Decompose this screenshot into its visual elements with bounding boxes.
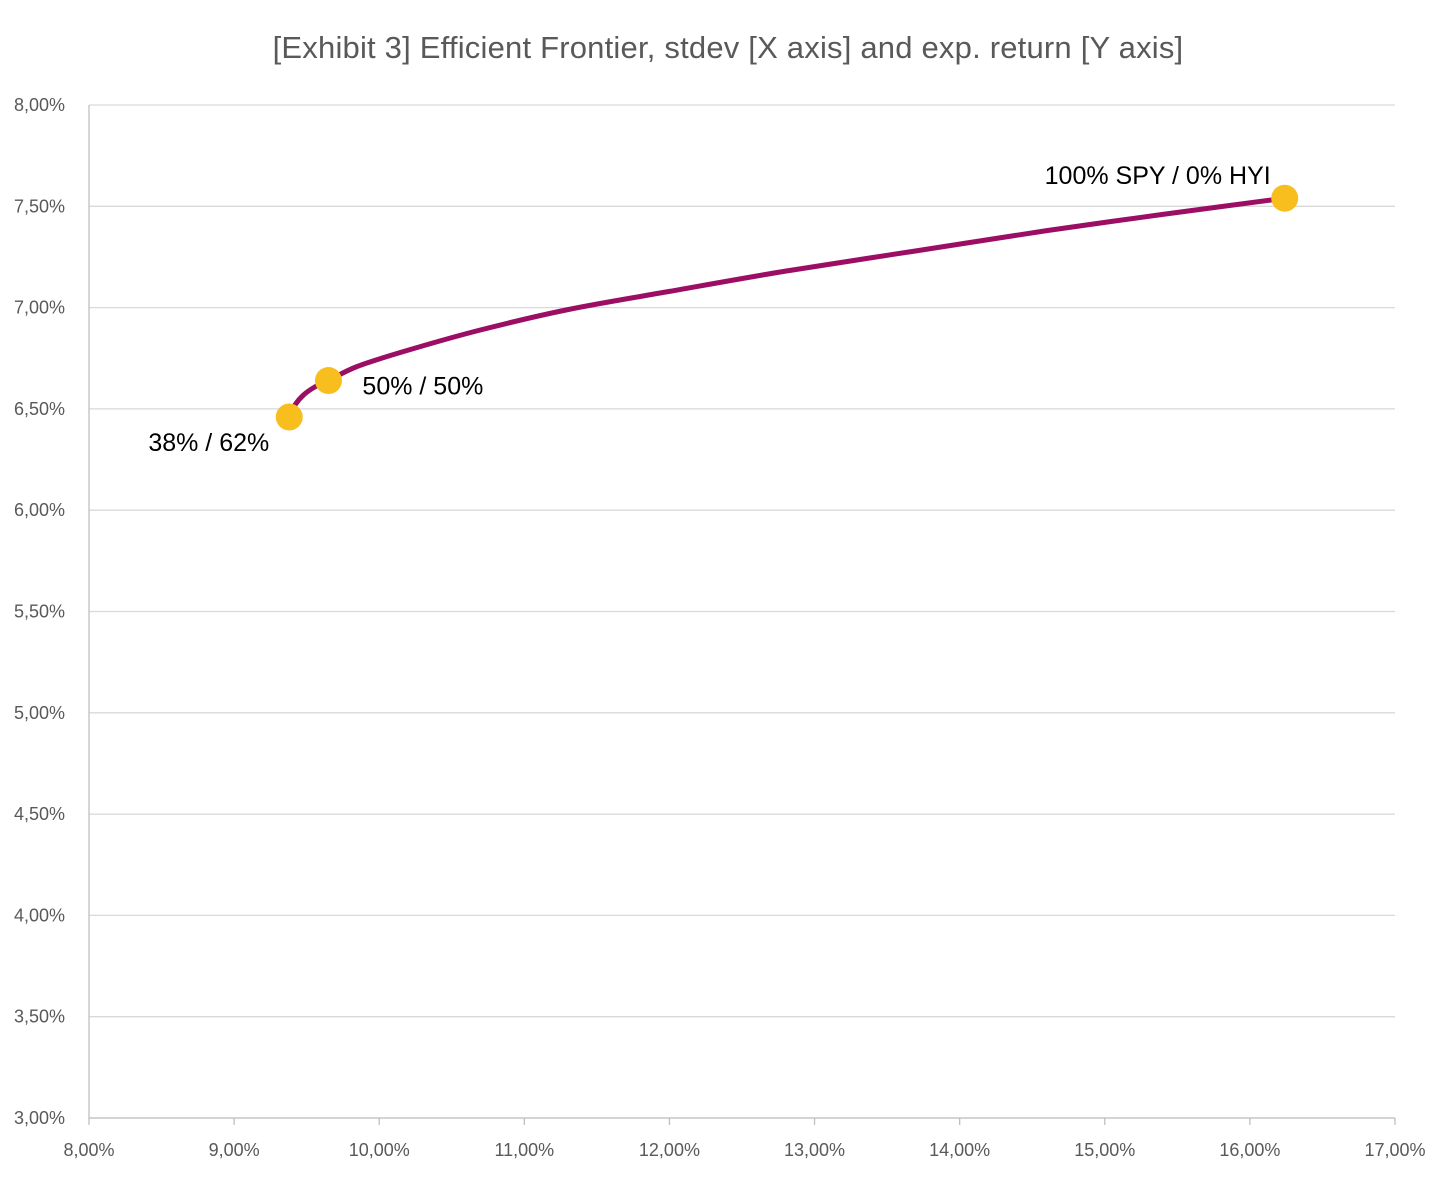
highlighted-point [314, 367, 342, 395]
y-tick-label: 3,50% [14, 1007, 65, 1027]
axes: 3,00% 3,50% 4,00% 4,50% 5,00% 5,50% 6,00% 6,50%… [14, 95, 1426, 1160]
y-tick-label: 7,50% [14, 196, 65, 216]
x-tick-label: 16,00% [1219, 1140, 1280, 1160]
series-layer [286, 195, 1288, 420]
y-tick-label: 5,00% [14, 703, 65, 723]
x-tick-label: 9,00% [209, 1140, 260, 1160]
point-label: 100% SPY / 0% HYI [1045, 162, 1271, 190]
points-layer [275, 184, 1299, 431]
point-label: 50% / 50% [362, 373, 483, 401]
point-label: 38% / 62% [148, 429, 269, 457]
gridlines [89, 104, 1395, 1119]
highlighted-point [1271, 184, 1299, 212]
x-tick-label: 15,00% [1074, 1140, 1135, 1160]
x-tick-label: 8,00% [63, 1140, 114, 1160]
y-tick-label: 5,50% [14, 602, 65, 622]
x-tick-label: 11,00% [494, 1140, 554, 1160]
y-tick-label: 8,00% [14, 95, 65, 115]
y-tick-label: 4,50% [14, 804, 65, 824]
x-tick-label: 13,00% [784, 1140, 845, 1160]
labels-layer: 38% / 62% 50% / 50% 100% SPY / 0% HYI [148, 162, 1270, 457]
chart-title: [Exhibit 3] Efficient Frontier, stdev [X… [272, 30, 1184, 65]
y-tick-label: 6,00% [14, 500, 65, 520]
x-tick-label: 14,00% [929, 1140, 990, 1160]
efficient-frontier-line [286, 195, 1288, 420]
y-tick-label: 4,00% [14, 905, 65, 925]
x-tick-label: 10,00% [349, 1140, 410, 1160]
y-tick-label: 7,00% [14, 298, 65, 318]
x-tick-label: 12,00% [639, 1140, 700, 1160]
x-tick-label: 17,00% [1364, 1140, 1425, 1160]
highlighted-point [275, 403, 303, 431]
y-tick-label: 6,50% [14, 399, 65, 419]
y-tick-label: 3,00% [14, 1108, 65, 1128]
